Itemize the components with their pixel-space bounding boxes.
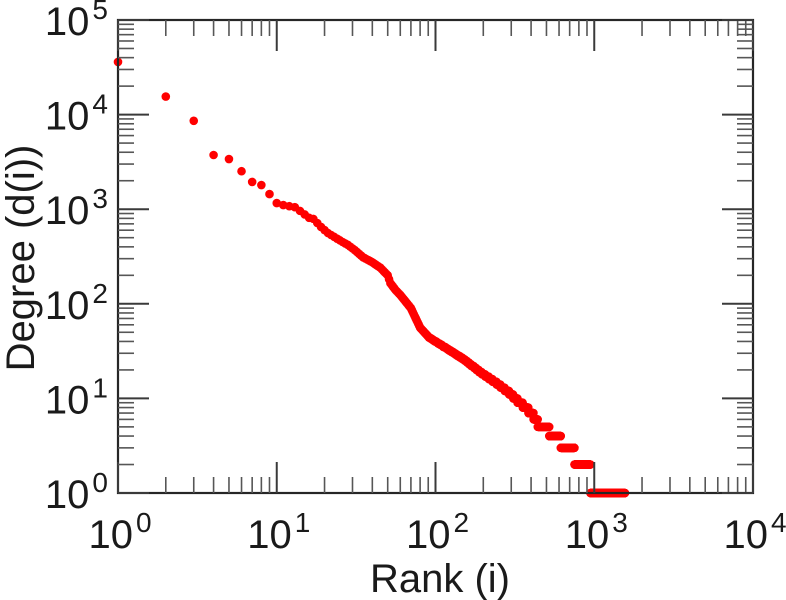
data-point	[570, 443, 579, 453]
data-point	[265, 189, 274, 199]
x-tick-label: 10 0	[88, 507, 151, 557]
x-tick-label: 10 2	[406, 507, 469, 557]
data-point	[189, 116, 199, 126]
data-point	[237, 166, 246, 176]
y-tick-label: 10 5	[45, 0, 108, 44]
y-tick-label: 10 2	[45, 278, 108, 328]
data-point	[247, 177, 257, 187]
data-point	[586, 460, 595, 469]
data-point	[272, 198, 282, 208]
plot-frame	[116, 18, 755, 495]
data-point	[544, 422, 554, 432]
x-axis-title: Rank (i)	[370, 557, 510, 600]
data-point	[209, 150, 218, 160]
data-point	[257, 180, 266, 190]
data-points-layer	[113, 57, 630, 498]
axis-ticks	[117, 19, 754, 494]
y-axis-title: Degree (d(i))	[0, 145, 43, 372]
x-tick-label: 10 4	[723, 507, 786, 557]
data-point	[224, 154, 234, 164]
axes-frame	[116, 18, 755, 495]
data-point	[556, 431, 566, 441]
data-point	[161, 92, 171, 101]
data-point	[533, 415, 542, 424]
x-tick-label: 10 3	[565, 507, 628, 557]
y-tick-label: 10 1	[45, 372, 108, 422]
x-tick-label: 10 1	[247, 507, 310, 557]
y-tick-label: 10 3	[45, 183, 108, 233]
y-tick-label: 10 0	[45, 467, 108, 517]
axis-tick-labels: 10 0 10 1 10 2 10 3 10 4 10 0 10 1 10 2 10 3 10 4 10 5	[45, 0, 786, 557]
y-tick-label: 10 4	[45, 89, 108, 139]
